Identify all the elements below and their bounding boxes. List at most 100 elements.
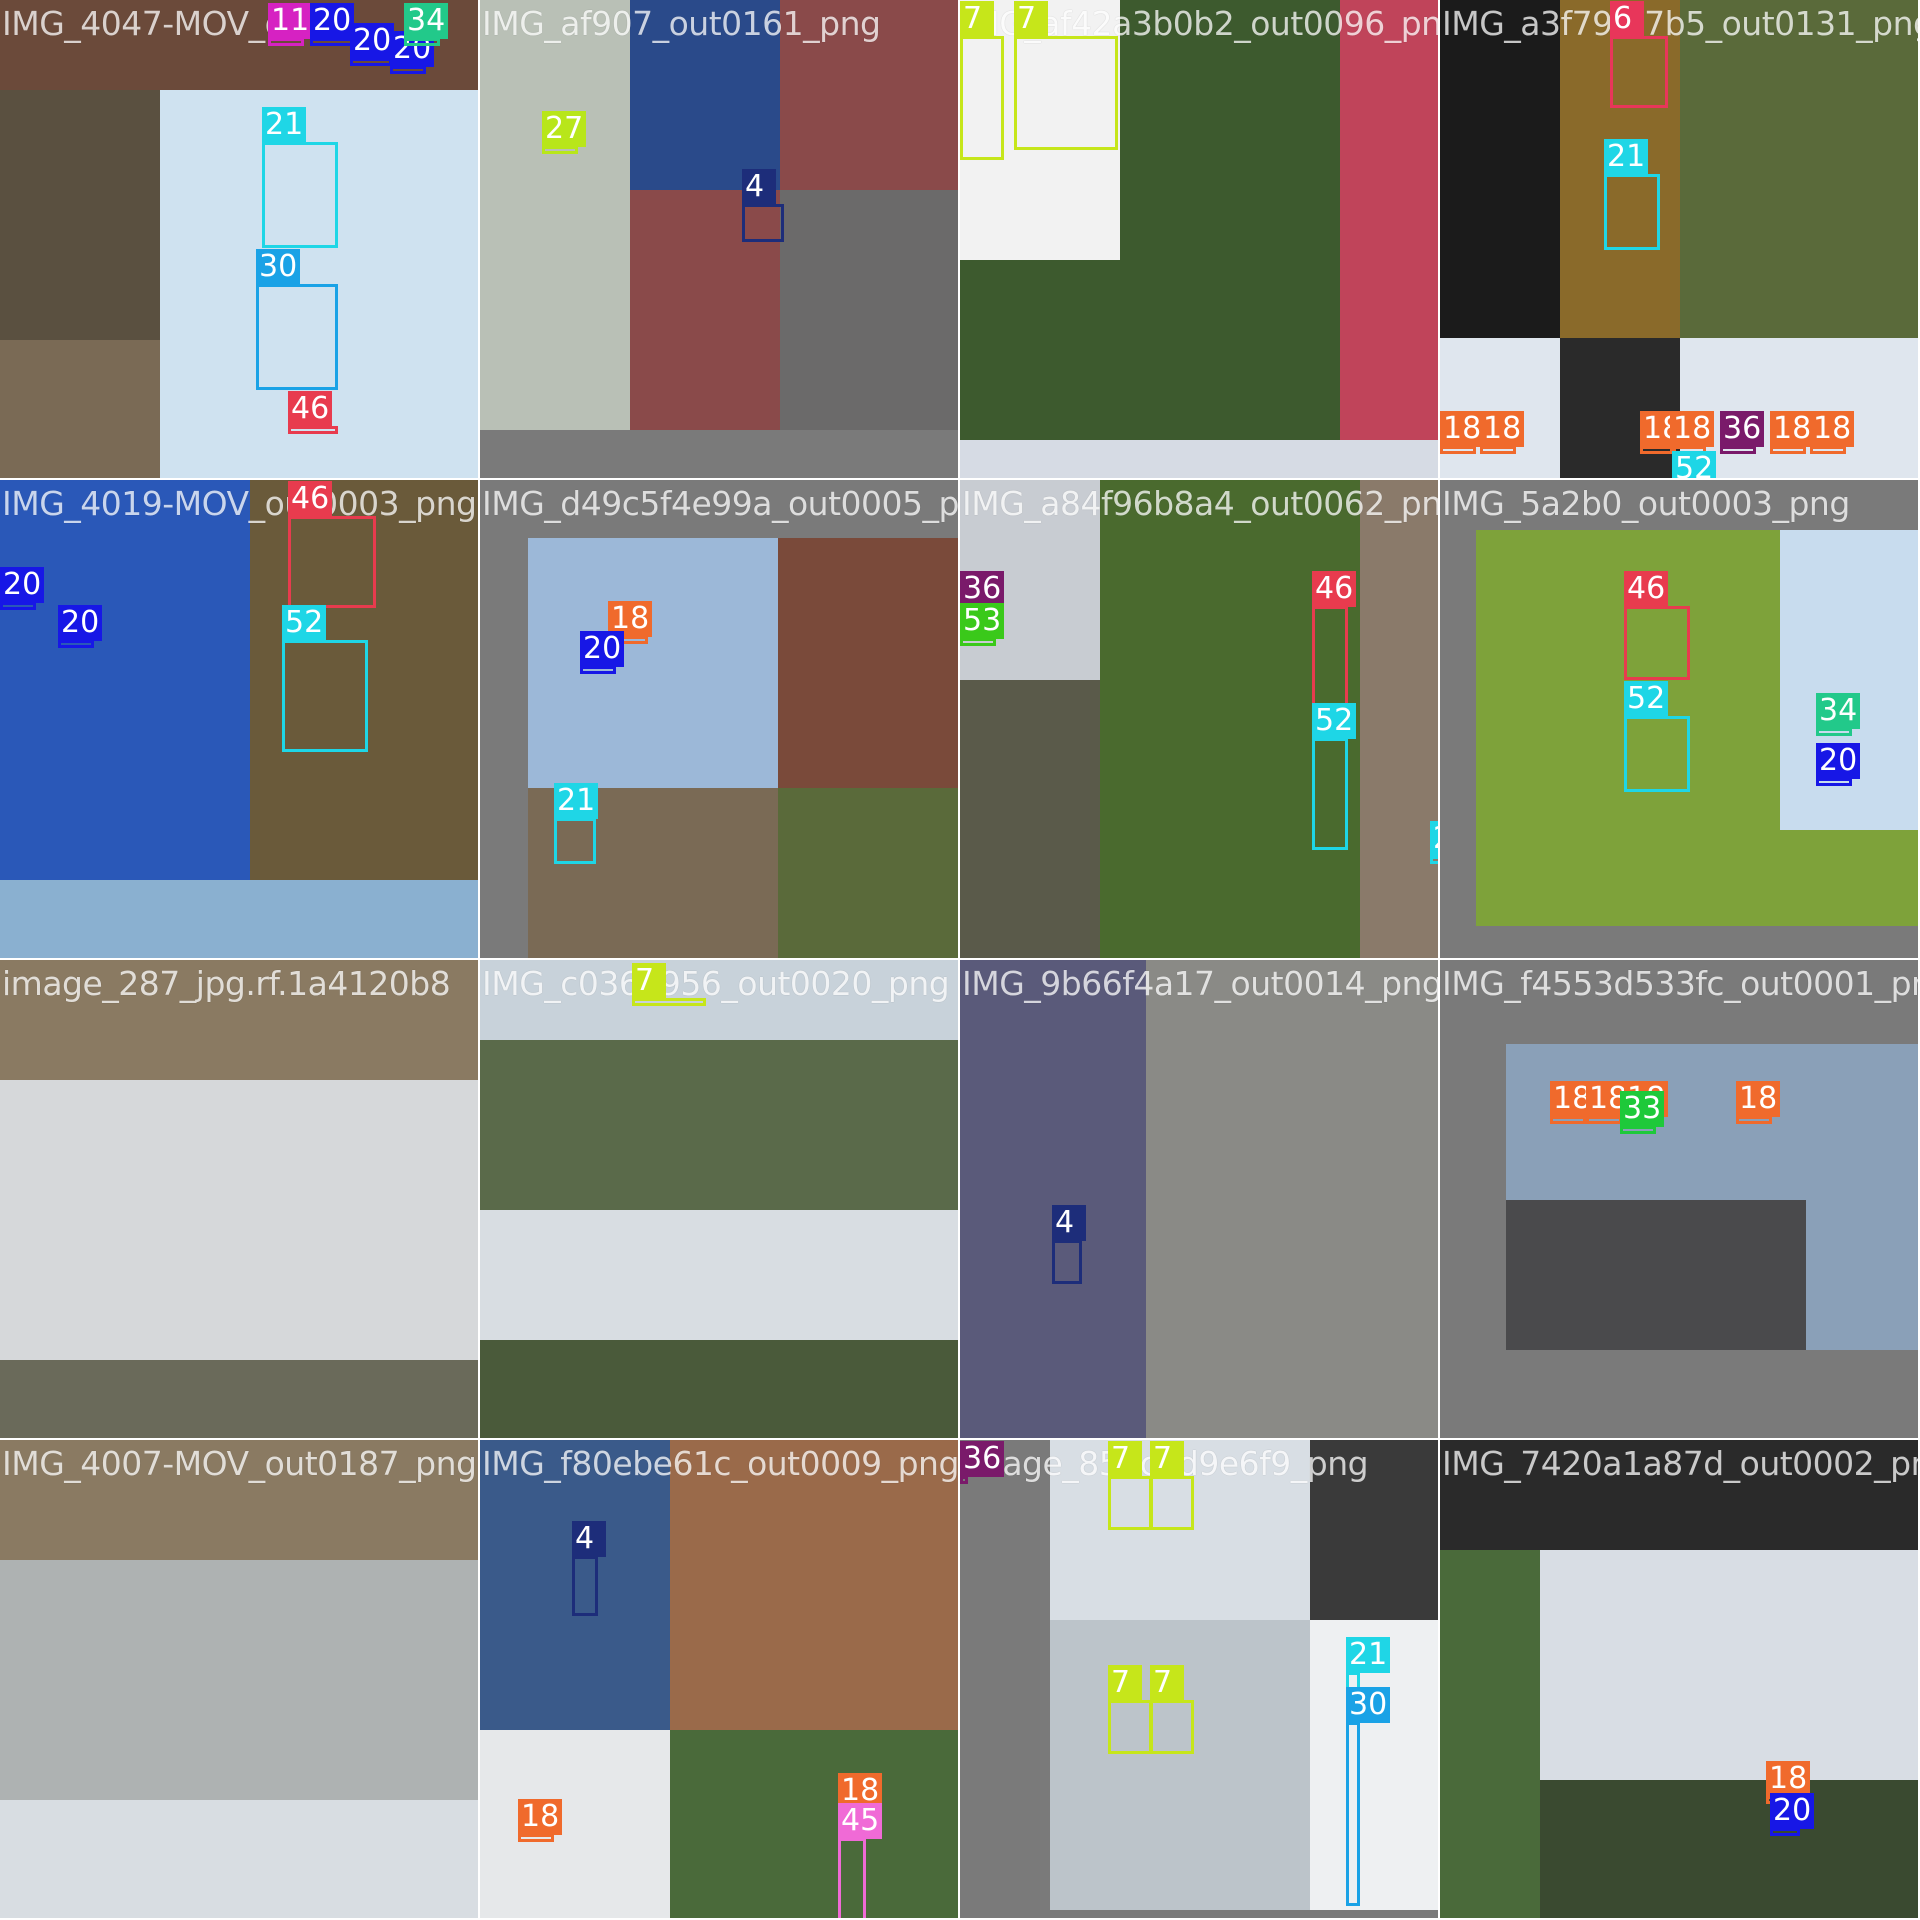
detection-box: 46 xyxy=(288,481,376,608)
scene-region xyxy=(1540,1780,1918,1918)
tile-filename: IMG_7420a1a87d_out0002_png xyxy=(1442,1444,1918,1483)
scene-region xyxy=(1360,480,1438,958)
scene-region xyxy=(1340,0,1438,440)
class-label: 36 xyxy=(960,1441,1005,1477)
tile-filename: IMG_4007-MOV_out0187_png xyxy=(2,1444,477,1483)
scene-region xyxy=(0,1440,478,1560)
detection-box: 11 xyxy=(268,3,313,46)
scene-region xyxy=(1050,1620,1310,1910)
detection-box: 20 xyxy=(350,23,395,66)
scene-region xyxy=(480,1340,958,1438)
class-label: 36 xyxy=(960,571,1005,607)
mosaic-tile: IMG_af42a3b0b2_out0096_png 7 7 xyxy=(960,0,1438,478)
class-label: 18 xyxy=(1766,1761,1811,1797)
detection-box: 4 xyxy=(742,169,784,242)
detection-box: 30 xyxy=(1346,1687,1391,1906)
class-label: 4 xyxy=(572,1521,606,1557)
detection-box: 4 xyxy=(1052,1205,1086,1284)
detection-box: 20 xyxy=(580,631,625,674)
detection-box: 18 xyxy=(1670,411,1715,454)
class-label: 46 xyxy=(288,481,333,517)
scene-region xyxy=(780,190,958,430)
scene-region xyxy=(630,0,780,190)
scene-region xyxy=(1560,338,1680,478)
class-label: 18 xyxy=(1736,1081,1781,1117)
class-label: 4 xyxy=(742,169,776,205)
scene-region xyxy=(960,960,1146,1438)
scene-region xyxy=(778,538,958,788)
class-label: 6 xyxy=(1610,1,1644,37)
class-label: 7 xyxy=(1150,1665,1184,1701)
mosaic-tile: IMG_f80ebe61c_out0009_png 4 18 45 18 xyxy=(480,1440,958,1918)
class-label: 34 xyxy=(404,3,449,39)
mosaic-tile: IMG_c0369956_out0020_png 7 xyxy=(480,960,958,1438)
detection-box: 20 xyxy=(390,31,435,74)
tile-filename: IMG_af907_out0161_png xyxy=(482,4,881,43)
class-label: 20 xyxy=(580,631,625,667)
scene-region xyxy=(960,0,1120,260)
class-label: 4 xyxy=(1052,1205,1086,1241)
mosaic-tile: IMG_5a2b0_out0003_png 46 52 34 20 xyxy=(1440,480,1918,958)
class-label: 18 xyxy=(1440,411,1485,447)
detection-box: 36 xyxy=(960,1441,1005,1484)
class-label: 27 xyxy=(542,111,587,147)
mosaic-tile: image_287_jpg.rf.1a4120b8 xyxy=(0,960,478,1438)
detection-box: 20 xyxy=(0,567,45,610)
mosaic-tile: IMG_4019-MOV_out0003_png 20 20 46 52 xyxy=(0,480,478,958)
class-label: 7 xyxy=(1108,1441,1142,1477)
class-label: 21 xyxy=(554,783,599,819)
detection-box: 18 xyxy=(1770,411,1815,454)
detection-box: 7 xyxy=(1108,1665,1152,1754)
detection-box: 30 xyxy=(256,249,338,390)
detection-box: 21 xyxy=(1430,821,1438,864)
tile-filename: IMG_a84f96b8a4_out0062_png xyxy=(962,484,1438,523)
scene-region xyxy=(1440,1440,1918,1550)
scene-region xyxy=(0,1080,478,1360)
scene-region xyxy=(1440,0,1560,338)
class-label: 30 xyxy=(256,249,301,285)
class-label: 7 xyxy=(960,1,994,37)
detection-box: 7 xyxy=(1150,1665,1194,1754)
class-label: 53 xyxy=(960,603,1005,639)
tile-filename: IMG_4019-MOV_out0003_png xyxy=(2,484,477,523)
detection-box: 18 xyxy=(1736,1081,1781,1124)
class-label: 20 xyxy=(58,605,103,641)
scene-region xyxy=(960,440,1438,478)
class-label: 46 xyxy=(288,391,333,427)
class-label: 7 xyxy=(1108,1665,1142,1701)
class-label: 20 xyxy=(350,23,395,59)
class-label: 36 xyxy=(1720,411,1765,447)
detection-box: 20 xyxy=(1770,1793,1815,1836)
scene-region xyxy=(480,0,630,430)
class-label: 7 xyxy=(1014,1,1048,37)
class-label: 21 xyxy=(1430,821,1438,857)
mosaic-tile: image_852c2d9e6f9_png7777362130 xyxy=(960,1440,1438,1918)
class-label: 20 xyxy=(1816,743,1861,779)
class-label: 30 xyxy=(1346,1687,1391,1723)
detection-box: 34 xyxy=(1816,693,1861,736)
scene-region xyxy=(1440,1550,1540,1918)
mosaic-tile: IMG_4047-MOV_out0 11 20 20 20 34 21 30 46 xyxy=(0,0,478,478)
scene-region xyxy=(960,680,1100,958)
tile-filename: IMG_d49c5f4e99a_out0005_png xyxy=(482,484,958,523)
class-label: 11 xyxy=(268,3,313,39)
class-label: 7 xyxy=(632,963,666,999)
detection-box: 21 xyxy=(1604,139,1660,250)
scene-region xyxy=(1146,960,1438,1438)
scene-region xyxy=(480,1730,670,1918)
mosaic-tile: IMG_7420a1a87d_out0002_png 18 20 xyxy=(1440,1440,1918,1918)
scene-region xyxy=(0,1800,478,1918)
detection-box: 52 xyxy=(1624,681,1690,792)
tile-filename: IMG_9b66f4a17_out0014_png xyxy=(962,964,1438,1003)
scene-region xyxy=(480,1440,670,1730)
scene-region xyxy=(0,340,160,478)
detection-box: 4 xyxy=(572,1521,606,1616)
detection-box: 53 xyxy=(960,603,1005,646)
detection-box: 45 xyxy=(838,1803,883,1918)
class-label: 18 xyxy=(1810,411,1855,447)
class-label: 45 xyxy=(838,1803,883,1839)
class-label: 52 xyxy=(1624,681,1669,717)
scene-region xyxy=(0,1360,478,1438)
class-label: 21 xyxy=(262,107,307,143)
